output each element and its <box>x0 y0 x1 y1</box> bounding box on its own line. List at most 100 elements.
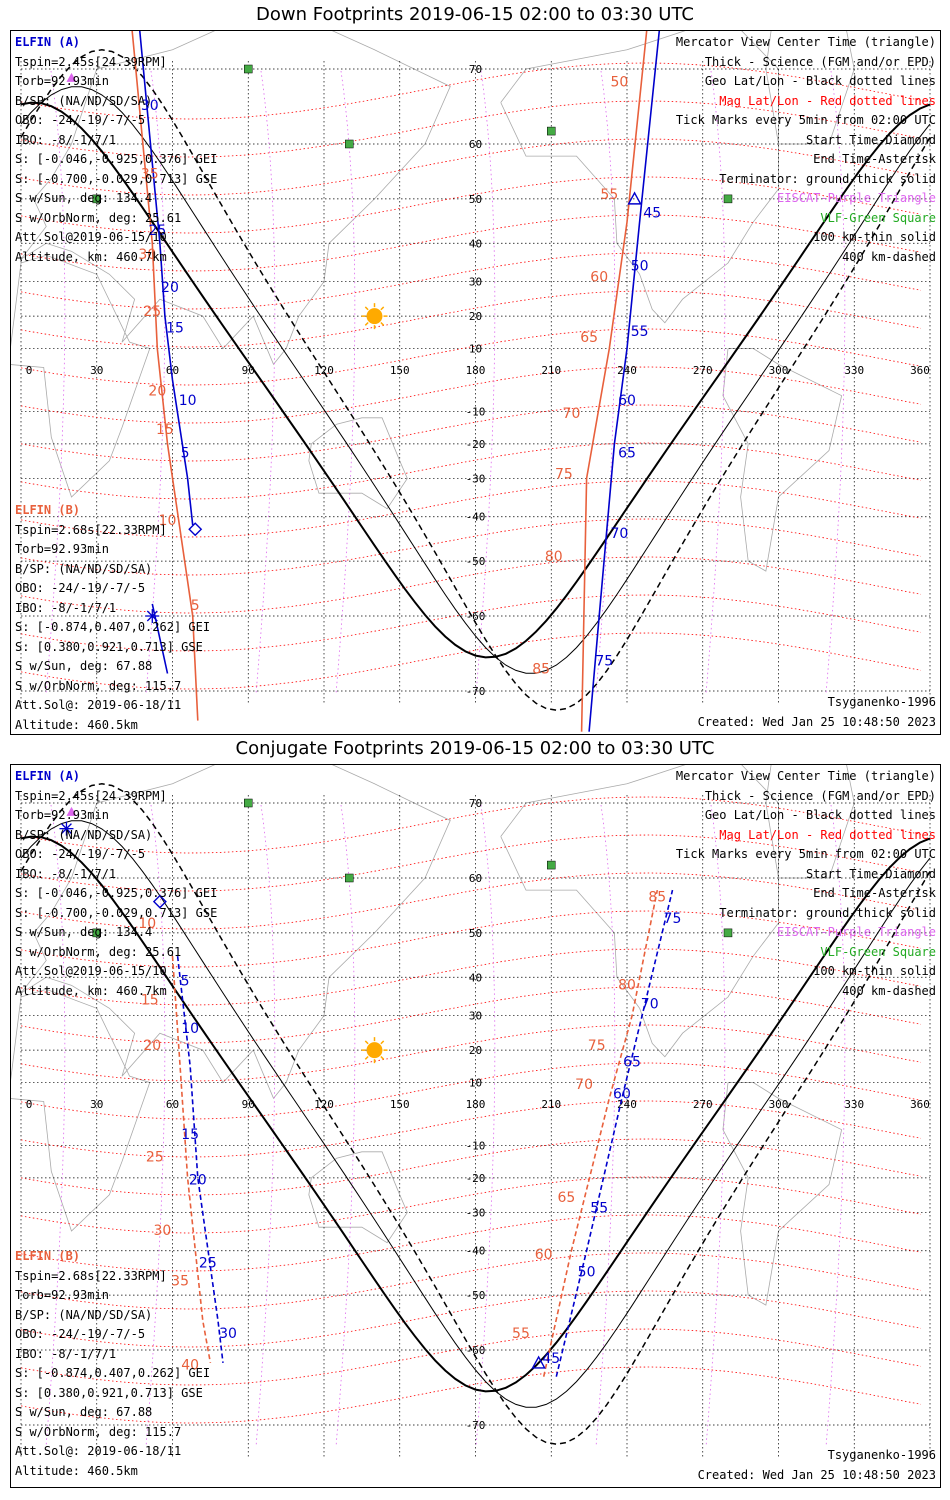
track-tick-label: 75 <box>595 653 613 669</box>
elfin-a-sw-sun: S w/Sun, deg: 134.4 <box>15 191 153 205</box>
eiscat-triangle <box>66 806 77 816</box>
mag-meridian <box>45 804 66 1448</box>
track-tick-label: 80 <box>618 977 636 993</box>
geo-grid <box>20 795 931 1457</box>
lon-tick-label: 270 <box>693 364 713 377</box>
elfin-a-altitude: Altitude, km: 460.7km <box>15 983 167 998</box>
coastline-1 <box>11 988 151 1232</box>
elfin-a-info: ELFIN (A) Tspin=2.45s[24.39RPM] Torb=92.… <box>15 767 217 1001</box>
legend-eiscat: EISCAT-Purple Triangle <box>777 925 936 939</box>
start-diamond-icon <box>188 522 203 537</box>
elfin-b-altitude: Altitude: 460.5km <box>15 717 138 732</box>
elfin-b-sw-orb: S w/OrbNorm, deg: 115.7 <box>15 678 182 693</box>
lat-tick-label: -20 <box>466 1172 486 1185</box>
legend-end: End Time-Asterisk <box>813 152 936 166</box>
lon-tick-label: 120 <box>314 1098 334 1111</box>
elfin-a-s-gei: S: [-0.046,-0.925,0.376] GEI <box>15 152 218 166</box>
elfin-b-track <box>580 31 648 732</box>
lon-tick-label: 30 <box>90 364 103 377</box>
track-tick-label: 60 <box>590 270 608 286</box>
lon-tick-label: 300 <box>769 364 789 377</box>
panel-title-down: Down Footprints 2019-06-15 02:00 to 03:3… <box>256 4 694 25</box>
legend-thick: Thick - Science (FGM and/or EPD) <box>704 54 936 69</box>
lat-tick-label: 70 <box>469 63 482 76</box>
track-tick-label: 40 <box>636 31 654 32</box>
mag-meridian <box>705 804 726 1448</box>
mag-meridian <box>255 70 276 695</box>
track-tick-label: 45 <box>542 1351 560 1367</box>
footprint-map-down: 0 30 60 90 120 150 180 210 240 270 300 330 360706050… <box>11 31 931 732</box>
legend-100km: 100 km-thin solid <box>813 230 936 244</box>
vlf-station-square <box>723 194 733 204</box>
mag-meridian <box>825 804 846 1448</box>
track-tick-label: 10 <box>181 1021 199 1037</box>
mag-meridian <box>45 70 66 695</box>
elfin-a-name: ELFIN (A) <box>15 35 81 49</box>
elfin-b-ibo: IBO: -8/-1/7/1 <box>15 600 117 615</box>
track-tick-label: 20 <box>189 1173 207 1189</box>
legend-mag: Mag Lat/Lon - Red dotted lines <box>719 93 936 108</box>
track-tick-label: 80 <box>545 549 563 565</box>
mag-meridian <box>705 70 726 695</box>
sun-ray <box>364 1055 369 1060</box>
track-tick-label: 70 <box>611 526 629 542</box>
elfin-b-track <box>171 956 212 1364</box>
lon-tick-label: 270 <box>693 1098 713 1111</box>
track-tick-label: 15 <box>181 1127 199 1143</box>
lon-tick-label: 330 <box>844 1098 864 1111</box>
lat-tick-label: 10 <box>469 1077 482 1090</box>
terminator-ground <box>20 101 931 659</box>
lat-tick-label: 60 <box>469 138 482 151</box>
elfin-a-s-gei: S: [-0.046,-0.925,0.376] GEI <box>15 886 218 900</box>
elfin-b-tspin: Tspin=2.68s[22.33RPM] <box>15 1268 167 1283</box>
vlf-station-square <box>345 139 354 149</box>
coastline-4 <box>722 1082 843 1306</box>
lat-tick-label: 50 <box>469 193 482 206</box>
elfin-b-ibo: IBO: -8/-1/7/1 <box>15 1346 117 1361</box>
center-triangle-icon <box>627 191 642 205</box>
track-time-ticks: 5 10 15 20 25 30 45 50 55 60 65 70 75 85 80 75 70 65 60 55 4… <box>138 890 681 1374</box>
lon-tick-label: 360 <box>910 364 930 377</box>
terminator-400km <box>20 783 931 1445</box>
elfin-b-altitude: Altitude: 460.5km <box>15 1463 138 1478</box>
sun-icon <box>366 308 383 325</box>
legend-400km: 400 km-dashed <box>842 249 936 264</box>
elfin-b-attsol: Att.Sol@: 2019-06-18/11 <box>15 698 182 712</box>
mag-meridians <box>45 804 846 1448</box>
mag-meridian <box>595 804 616 1448</box>
legend-mag: Mag Lat/Lon - Red dotted lines <box>719 827 936 842</box>
track-tick-label: 65 <box>618 445 636 461</box>
legend-geo: Geo Lat/Lon - Black dotted lines <box>704 74 936 88</box>
elfin-a-sw-orb: S w/OrbNorm, deg: 25.61 <box>15 944 182 959</box>
end-asterisk-icon <box>146 610 158 622</box>
track-tick-label: 30 <box>138 247 156 263</box>
elfin-b-track <box>542 889 659 1377</box>
lon-tick-label: 210 <box>541 1098 561 1111</box>
elfin-b-bsp: B/SP: (NA/ND/SD/SA) <box>15 561 153 576</box>
elfin-a-altitude: Altitude, km: 460.7km <box>15 249 167 264</box>
terminator-100km <box>20 86 931 674</box>
elfin-a-torb: Torb=92.93min <box>15 74 109 88</box>
vlf-station-square <box>92 928 101 938</box>
track-tick-label: 10 <box>138 916 156 932</box>
elfin-b-s-gei: S: [-0.874,0.407,0.262] GEI <box>15 1366 211 1380</box>
legend-start: Start Time-Diamond <box>805 866 936 881</box>
elfin-b-torb: Torb=92.93min <box>15 1288 109 1302</box>
elfin-b-name: ELFIN (B) <box>15 503 81 517</box>
vlf-station-square <box>244 798 253 808</box>
elfin-a-sw-sun: S w/Sun, deg: 134.4 <box>15 925 153 939</box>
lon-tick-label: 150 <box>390 364 410 377</box>
lon-tick-labels: 0 30 60 90 120 150 180 210 240 270 300 330 360 <box>26 364 930 377</box>
lon-tick-label: 0 <box>26 364 33 377</box>
track-tick-label: 10 <box>159 513 177 529</box>
coastline-4 <box>722 348 843 572</box>
terminator-100km <box>20 820 931 1408</box>
vlf-station-square <box>345 873 354 883</box>
vlf-station-square <box>547 126 556 136</box>
elfin-a-info: ELFIN (A) Tspin=2.45s[24.39RPM] Torb=92.… <box>15 33 217 267</box>
legend: Mercator View Center Time (triangle) Thi… <box>676 33 936 267</box>
legend-center: Mercator View Center Time (triangle) <box>675 769 936 783</box>
lat-tick-label: 70 <box>469 797 482 810</box>
track-tick-label: 75 <box>588 1038 606 1054</box>
